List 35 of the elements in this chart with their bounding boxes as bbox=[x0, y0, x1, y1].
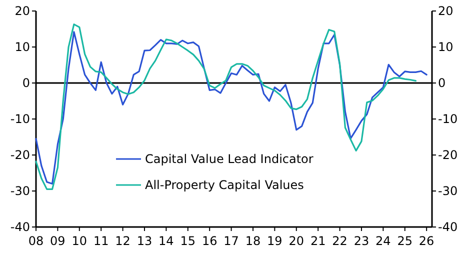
y2-tick-label: -40 bbox=[438, 220, 458, 234]
x-tick-label: 16 bbox=[202, 234, 218, 248]
x-tick-label: 11 bbox=[93, 234, 109, 248]
y-tick-label: -20 bbox=[10, 148, 30, 162]
x-tick-label: 20 bbox=[288, 234, 304, 248]
y-tick-label: 20 bbox=[14, 4, 30, 18]
y-tick-label: 0 bbox=[22, 76, 30, 90]
x-tick-label: 13 bbox=[136, 234, 152, 248]
y2-tick-label: 10 bbox=[438, 40, 454, 54]
legend-label: Capital Value Lead Indicator bbox=[145, 152, 314, 166]
x-tick-label: 14 bbox=[158, 234, 174, 248]
x-tick-label: 15 bbox=[180, 234, 196, 248]
y2-tick-label: -20 bbox=[438, 148, 458, 162]
x-tick-label: 08 bbox=[28, 234, 44, 248]
y2-tick-label: -30 bbox=[438, 184, 458, 198]
y2-tick-label: -10 bbox=[438, 112, 458, 126]
x-tick-label: 19 bbox=[267, 234, 282, 248]
x-tick-label: 23 bbox=[354, 234, 370, 248]
y-tick-label: -30 bbox=[10, 184, 30, 198]
y-tick-label: -10 bbox=[10, 112, 30, 126]
legend-label: All-Property Capital Values bbox=[145, 178, 304, 192]
x-tick-label: 17 bbox=[224, 234, 239, 248]
y2-tick-label: 20 bbox=[438, 4, 454, 18]
x-tick-label: 24 bbox=[376, 234, 391, 248]
x-tick-label: 26 bbox=[418, 234, 434, 248]
x-tick-label: 18 bbox=[245, 234, 261, 248]
x-tick-label: 12 bbox=[115, 234, 130, 248]
x-tick-label: 10 bbox=[72, 234, 88, 248]
y2-tick-label: 0 bbox=[438, 76, 446, 90]
x-tick-label: 22 bbox=[332, 234, 348, 248]
x-tick-label: 21 bbox=[310, 234, 326, 248]
y-tick-label: 10 bbox=[14, 40, 30, 54]
y-tick-label: -40 bbox=[10, 220, 30, 234]
x-tick-label: 25 bbox=[397, 234, 413, 248]
x-tick-label: 09 bbox=[50, 234, 66, 248]
